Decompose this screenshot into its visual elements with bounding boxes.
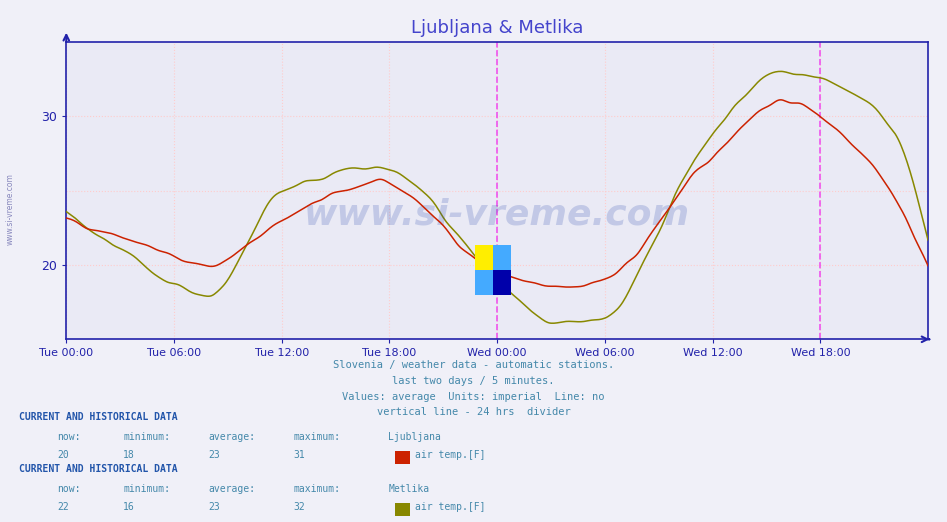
Text: Ljubljana: Ljubljana (388, 432, 441, 442)
Bar (475, 245, 493, 270)
Text: vertical line - 24 hrs  divider: vertical line - 24 hrs divider (377, 407, 570, 417)
Text: 20: 20 (57, 450, 68, 460)
Text: 16: 16 (123, 502, 134, 512)
Bar (493, 245, 511, 270)
Text: minimum:: minimum: (123, 484, 170, 494)
Text: minimum:: minimum: (123, 432, 170, 442)
Bar (493, 270, 511, 295)
Text: maximum:: maximum: (294, 432, 341, 442)
Title: Ljubljana & Metlika: Ljubljana & Metlika (411, 19, 583, 38)
Text: Values: average  Units: imperial  Line: no: Values: average Units: imperial Line: no (342, 392, 605, 401)
Text: www.si-vreme.com: www.si-vreme.com (304, 197, 690, 231)
Text: last two days / 5 minutes.: last two days / 5 minutes. (392, 376, 555, 386)
Text: 31: 31 (294, 450, 305, 460)
Text: 23: 23 (208, 450, 220, 460)
Text: 23: 23 (208, 502, 220, 512)
Text: CURRENT AND HISTORICAL DATA: CURRENT AND HISTORICAL DATA (19, 412, 178, 422)
Text: www.si-vreme.com: www.si-vreme.com (6, 173, 15, 245)
Bar (475, 270, 493, 295)
Text: now:: now: (57, 432, 80, 442)
Text: 18: 18 (123, 450, 134, 460)
Text: average:: average: (208, 432, 256, 442)
Text: CURRENT AND HISTORICAL DATA: CURRENT AND HISTORICAL DATA (19, 465, 178, 474)
Text: 22: 22 (57, 502, 68, 512)
Text: now:: now: (57, 484, 80, 494)
Text: maximum:: maximum: (294, 484, 341, 494)
Text: average:: average: (208, 484, 256, 494)
Text: Metlika: Metlika (388, 484, 429, 494)
Text: 32: 32 (294, 502, 305, 512)
Text: air temp.[F]: air temp.[F] (415, 450, 485, 460)
Text: air temp.[F]: air temp.[F] (415, 502, 485, 512)
Text: Slovenia / weather data - automatic stations.: Slovenia / weather data - automatic stat… (333, 360, 614, 370)
